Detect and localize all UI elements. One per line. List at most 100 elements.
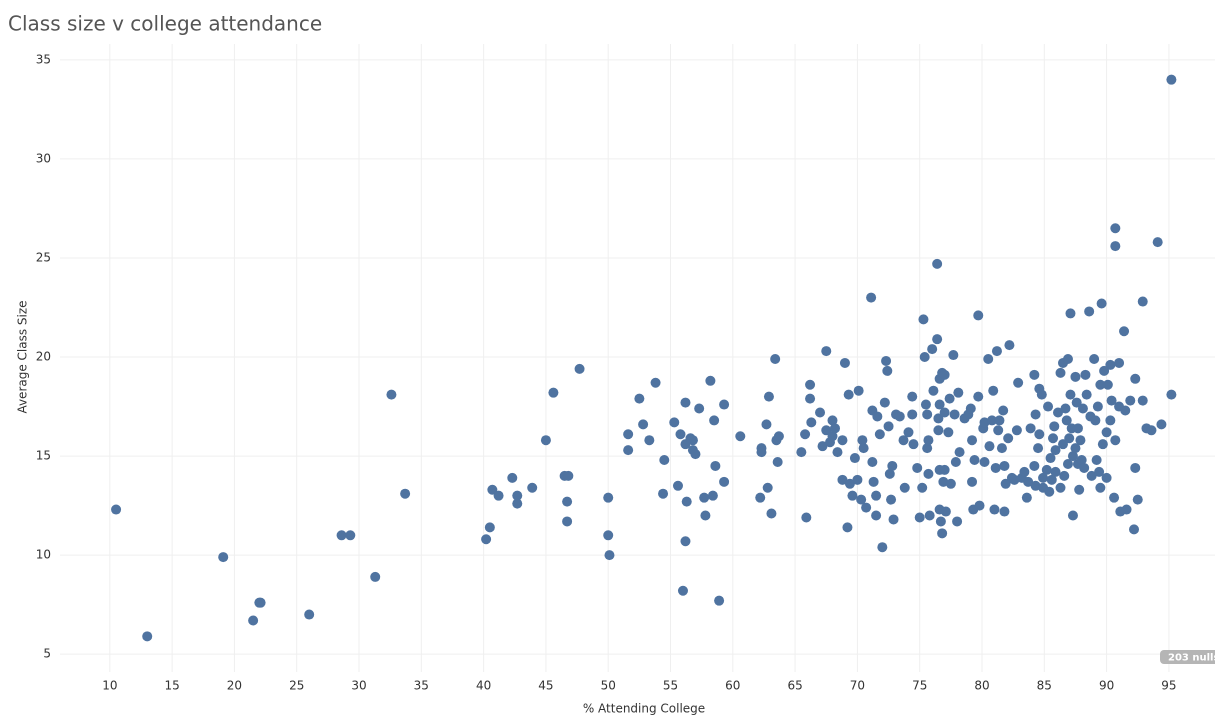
point	[858, 443, 869, 454]
point	[304, 609, 315, 620]
point	[512, 498, 523, 509]
point	[1013, 377, 1024, 388]
x-tick-label: 10	[102, 679, 117, 693]
point	[1106, 395, 1117, 406]
point	[857, 435, 868, 446]
point	[877, 542, 888, 553]
point	[882, 365, 893, 376]
point	[707, 490, 718, 501]
point	[839, 357, 850, 368]
point	[345, 530, 356, 541]
point	[817, 441, 828, 452]
point	[1156, 419, 1167, 430]
point	[1030, 409, 1041, 420]
point	[1003, 433, 1014, 444]
point	[935, 516, 946, 527]
point	[928, 385, 939, 396]
point	[912, 462, 923, 473]
point	[954, 447, 965, 458]
point	[680, 397, 691, 408]
point	[677, 585, 688, 596]
point	[386, 389, 397, 400]
point	[856, 494, 867, 505]
point	[1062, 458, 1073, 469]
x-tick-label: 25	[289, 679, 304, 693]
point	[1089, 353, 1100, 364]
point	[996, 443, 1007, 454]
point	[1080, 369, 1091, 380]
point	[1110, 435, 1121, 446]
point	[933, 413, 944, 424]
x-tick-label: 90	[1099, 679, 1114, 693]
point	[773, 431, 784, 442]
point	[1065, 389, 1076, 400]
point	[871, 490, 882, 501]
point	[1023, 476, 1034, 487]
point	[837, 474, 848, 485]
point	[142, 631, 153, 642]
nulls-badge[interactable]	[1160, 650, 1215, 664]
point	[548, 387, 559, 398]
point	[1011, 425, 1022, 436]
point	[829, 423, 840, 434]
x-tick-label: 30	[351, 679, 366, 693]
y-tick-label: 20	[36, 350, 51, 364]
point	[1137, 395, 1148, 406]
point	[952, 516, 963, 527]
point	[1105, 359, 1116, 370]
point	[866, 292, 877, 303]
point	[837, 435, 848, 446]
point	[1025, 423, 1036, 434]
point	[493, 490, 504, 501]
point	[919, 352, 930, 363]
point	[986, 415, 997, 426]
point	[800, 429, 811, 440]
point	[1092, 401, 1103, 412]
point	[248, 615, 259, 626]
point	[1114, 357, 1125, 368]
point	[623, 445, 634, 456]
point	[969, 455, 980, 466]
point	[1033, 443, 1044, 454]
point	[659, 455, 670, 466]
point	[487, 484, 498, 495]
point	[705, 375, 716, 386]
point	[1130, 373, 1141, 384]
x-tick-label: 70	[850, 679, 865, 693]
point	[1152, 237, 1163, 248]
point	[1019, 466, 1030, 477]
point	[872, 411, 883, 422]
y-tick-label: 25	[36, 250, 51, 264]
point	[709, 415, 720, 426]
point	[879, 397, 890, 408]
point	[336, 530, 347, 541]
point	[950, 457, 961, 468]
point	[699, 492, 710, 503]
point	[923, 468, 934, 479]
point	[849, 453, 860, 464]
point	[903, 427, 914, 438]
point	[1061, 415, 1072, 426]
point	[844, 478, 855, 489]
point	[994, 415, 1005, 426]
point	[899, 482, 910, 493]
point	[940, 506, 951, 517]
point	[675, 429, 686, 440]
nulls-label[interactable]: 203 nulls	[1168, 653, 1215, 664]
point	[847, 490, 858, 501]
point	[918, 314, 929, 325]
point	[1057, 439, 1068, 450]
point	[719, 476, 730, 487]
point	[1091, 455, 1102, 466]
point	[1029, 369, 1040, 380]
point	[484, 522, 495, 533]
point	[694, 403, 705, 414]
point	[821, 425, 832, 436]
x-tick-label: 15	[164, 679, 179, 693]
point	[944, 393, 955, 404]
point	[922, 443, 933, 454]
point	[735, 431, 746, 442]
point	[1050, 466, 1061, 477]
y-tick-label: 5	[43, 647, 51, 661]
point	[898, 435, 909, 446]
